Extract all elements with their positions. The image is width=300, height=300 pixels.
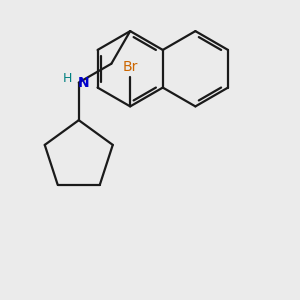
Text: N: N [78,76,89,89]
Text: Br: Br [122,60,138,74]
Text: H: H [62,72,72,85]
